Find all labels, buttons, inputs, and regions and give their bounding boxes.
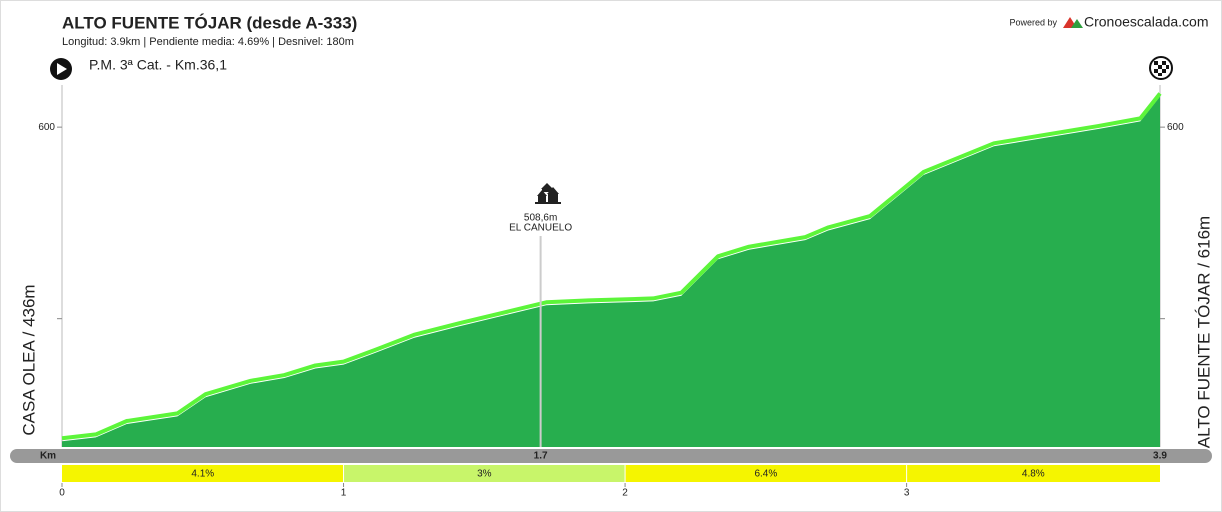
x-tick-label: 2 (622, 488, 628, 499)
house-icon (535, 183, 561, 204)
brand: Cronoescalada.com (1084, 14, 1209, 30)
end-label: ALTO FUENTE TÓJAR / 616m (1194, 216, 1213, 448)
chart-title: ALTO FUENTE TÓJAR (desde A-333) (62, 13, 357, 32)
km-label: Km (40, 451, 56, 462)
brand-logo (1063, 17, 1083, 28)
subtitle: Longitud: 3.9km | Pendiente media: 4.69%… (62, 36, 354, 48)
gradient-segment (906, 465, 1160, 482)
x-tick-label: 1 (341, 488, 347, 499)
x-tick-label: 3 (904, 488, 910, 499)
finish-flag (1149, 56, 1173, 80)
powered-by: Powered by (1009, 17, 1057, 27)
annotation-name: EL CANUELO (509, 223, 572, 234)
km-mark: 3.9 (1153, 451, 1167, 462)
elevation-line (61, 92, 1162, 441)
gradient-label: 4.1% (191, 469, 214, 480)
km-mark: 1.7 (534, 451, 548, 462)
y-tick-label: 600 (1167, 122, 1184, 133)
km-bar (10, 449, 1212, 463)
start-label: CASA OLEA / 436m (19, 284, 38, 435)
elevation-area (62, 96, 1160, 447)
start-icon (50, 58, 72, 80)
gradient-label: 3% (477, 469, 492, 480)
gradient-label: 4.8% (1022, 469, 1045, 480)
annotation-value: 508,6m (524, 213, 557, 224)
category-label: P.M. 3ª Cat. - Km.36,1 (89, 57, 227, 73)
gradient-segment (62, 465, 344, 482)
y-tick-label: 600 (38, 122, 55, 133)
gradient-segment (625, 465, 907, 482)
gradient-segment (343, 465, 626, 482)
gradient-label: 6.4% (754, 469, 777, 480)
x-tick-label: 0 (59, 488, 65, 499)
